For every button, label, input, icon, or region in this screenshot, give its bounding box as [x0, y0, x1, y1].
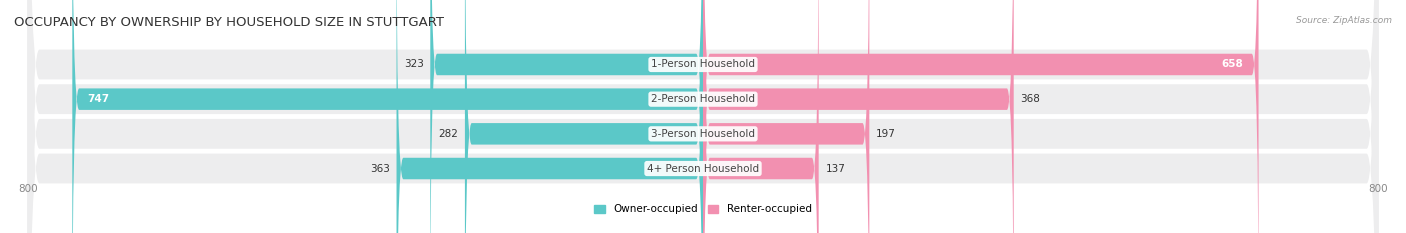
- Text: 800: 800: [1368, 184, 1388, 194]
- Text: 658: 658: [1222, 59, 1243, 69]
- FancyBboxPatch shape: [703, 0, 1258, 233]
- Text: 747: 747: [87, 94, 110, 104]
- Text: 4+ Person Household: 4+ Person Household: [647, 164, 759, 174]
- FancyBboxPatch shape: [72, 0, 703, 233]
- FancyBboxPatch shape: [28, 0, 1378, 233]
- Text: 137: 137: [825, 164, 845, 174]
- FancyBboxPatch shape: [430, 0, 703, 233]
- Legend: Owner-occupied, Renter-occupied: Owner-occupied, Renter-occupied: [591, 200, 815, 219]
- Text: OCCUPANCY BY OWNERSHIP BY HOUSEHOLD SIZE IN STUTTGART: OCCUPANCY BY OWNERSHIP BY HOUSEHOLD SIZE…: [14, 16, 444, 29]
- Text: 368: 368: [1021, 94, 1040, 104]
- Text: 323: 323: [404, 59, 423, 69]
- Text: 2-Person Household: 2-Person Household: [651, 94, 755, 104]
- FancyBboxPatch shape: [465, 0, 703, 233]
- Text: 3-Person Household: 3-Person Household: [651, 129, 755, 139]
- FancyBboxPatch shape: [703, 0, 869, 233]
- Text: 363: 363: [370, 164, 389, 174]
- FancyBboxPatch shape: [28, 0, 1378, 233]
- FancyBboxPatch shape: [703, 0, 818, 233]
- FancyBboxPatch shape: [703, 0, 1014, 233]
- Text: 197: 197: [876, 129, 896, 139]
- FancyBboxPatch shape: [396, 0, 703, 233]
- Text: 800: 800: [18, 184, 38, 194]
- Text: 282: 282: [439, 129, 458, 139]
- Text: Source: ZipAtlas.com: Source: ZipAtlas.com: [1296, 16, 1392, 25]
- FancyBboxPatch shape: [28, 0, 1378, 233]
- Text: 1-Person Household: 1-Person Household: [651, 59, 755, 69]
- FancyBboxPatch shape: [28, 0, 1378, 233]
